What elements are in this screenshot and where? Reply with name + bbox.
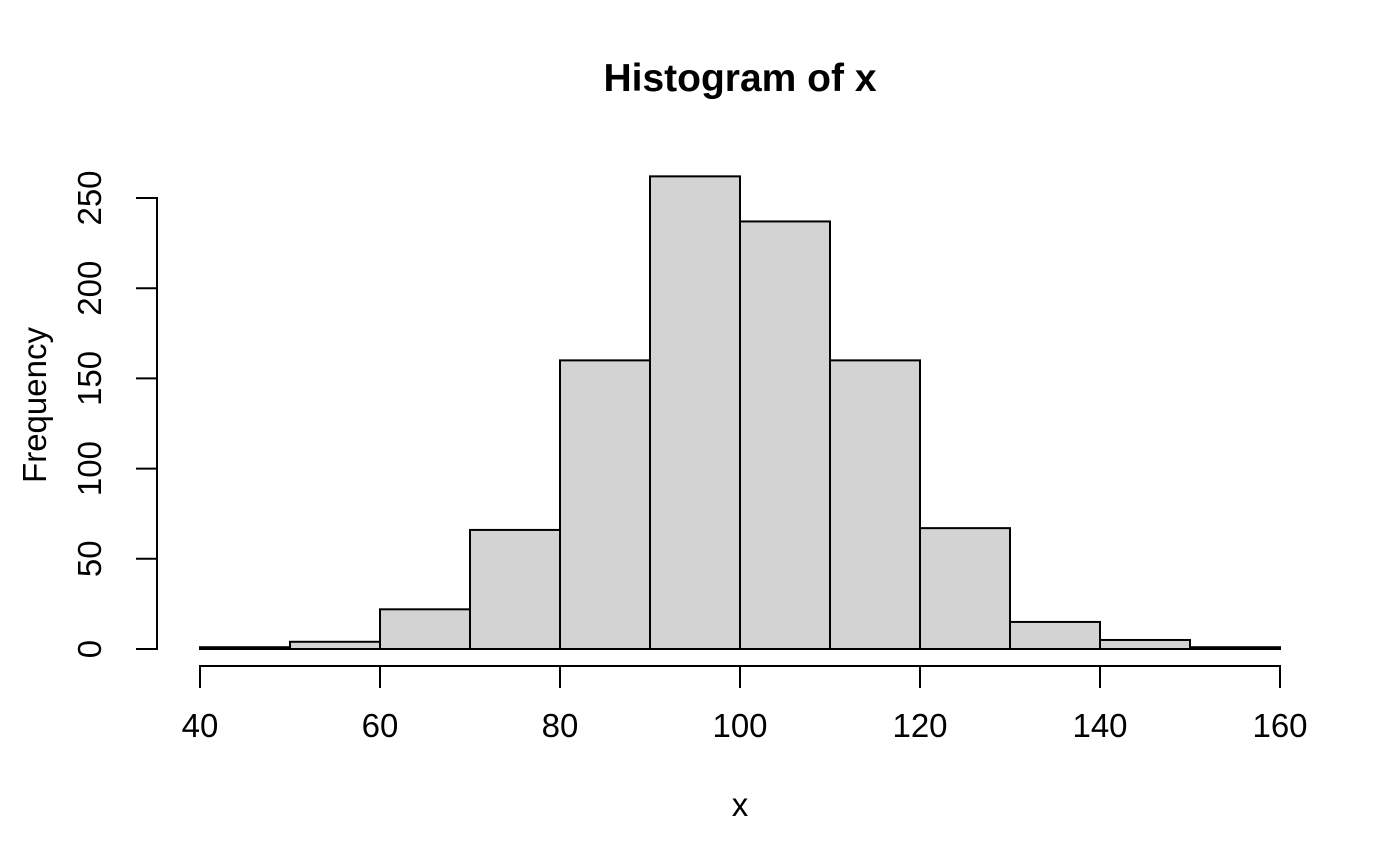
histogram-bar — [559, 359, 651, 650]
histogram-bar — [199, 646, 291, 650]
histogram-bar — [469, 528, 561, 650]
x-tick-label: 80 — [542, 707, 579, 744]
histogram-bar — [649, 175, 741, 651]
x-tick-label: 100 — [712, 707, 767, 744]
histogram-bar — [739, 220, 831, 650]
histogram-bar — [289, 640, 381, 650]
histogram-bar — [919, 527, 1011, 651]
y-tick-label: 200 — [71, 261, 108, 316]
chart-title: Histogram of x — [603, 57, 876, 100]
histogram-bar — [1099, 638, 1191, 650]
x-tick-label: 140 — [1072, 707, 1127, 744]
x-tick-label: 60 — [362, 707, 399, 744]
histogram-bars-group — [199, 175, 1281, 651]
histogram-bar — [829, 359, 921, 650]
y-tick-label: 250 — [71, 170, 108, 225]
y-tick-label: 50 — [71, 540, 108, 577]
x-axis-title: x — [732, 786, 749, 823]
y-axis-title: Frequency — [16, 327, 53, 483]
histogram-bar — [379, 608, 471, 651]
y-tick-label: 0 — [71, 640, 108, 658]
histogram-bar — [1009, 620, 1101, 651]
y-tick-label: 100 — [71, 441, 108, 496]
y-tick-label: 150 — [71, 351, 108, 406]
histogram-bar — [1189, 646, 1281, 650]
axes-group: 0 50 100 150 200 250 40 60 80 100 120 140 160 — [71, 170, 1308, 744]
x-tick-label: 120 — [892, 707, 947, 744]
x-tick-label: 160 — [1252, 707, 1307, 744]
x-tick-label: 40 — [182, 707, 219, 744]
